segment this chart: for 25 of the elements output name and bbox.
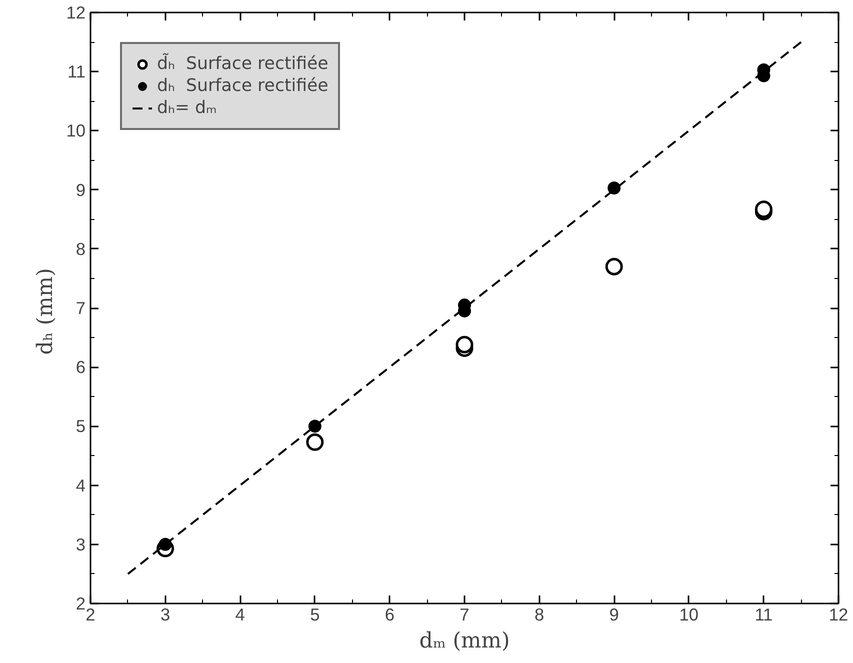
y-tick-label: 6	[76, 357, 86, 378]
y-tick-label: 3	[76, 534, 86, 554]
y-tick-label: 5	[76, 416, 86, 436]
x-tick-label: 4	[235, 604, 246, 624]
y-tick-label: 8	[76, 238, 86, 259]
legend-label: dₕ Surface rectifiée	[157, 76, 328, 96]
legend-label: d̃ₕ Surface rectifiée	[157, 54, 328, 74]
y-tick-label: 12	[66, 2, 86, 22]
y-tick-label: 10	[66, 120, 86, 141]
x-tick-label: 6	[384, 604, 395, 624]
y-tick-label: 7	[76, 298, 86, 318]
y-axis-title: dₕ (mm)	[33, 268, 58, 355]
x-tick-label: 12	[828, 604, 848, 624]
x-tick-label: 5	[310, 604, 320, 624]
x-tick-label: 8	[534, 604, 544, 624]
x-tick-label: 9	[609, 604, 619, 624]
legend-label: dₕ= dₘ	[157, 98, 217, 118]
x-tick-label: 7	[460, 604, 470, 624]
y-tick-label: 4	[76, 475, 86, 496]
y-tick-label: 9	[76, 180, 86, 200]
x-tick-label: 11	[754, 604, 773, 624]
x-tick-label: 3	[160, 604, 170, 624]
x-tick-label: 10	[679, 604, 699, 624]
x-axis-title: dₘ (mm)	[419, 628, 510, 654]
y-tick-label: 11	[68, 62, 86, 82]
